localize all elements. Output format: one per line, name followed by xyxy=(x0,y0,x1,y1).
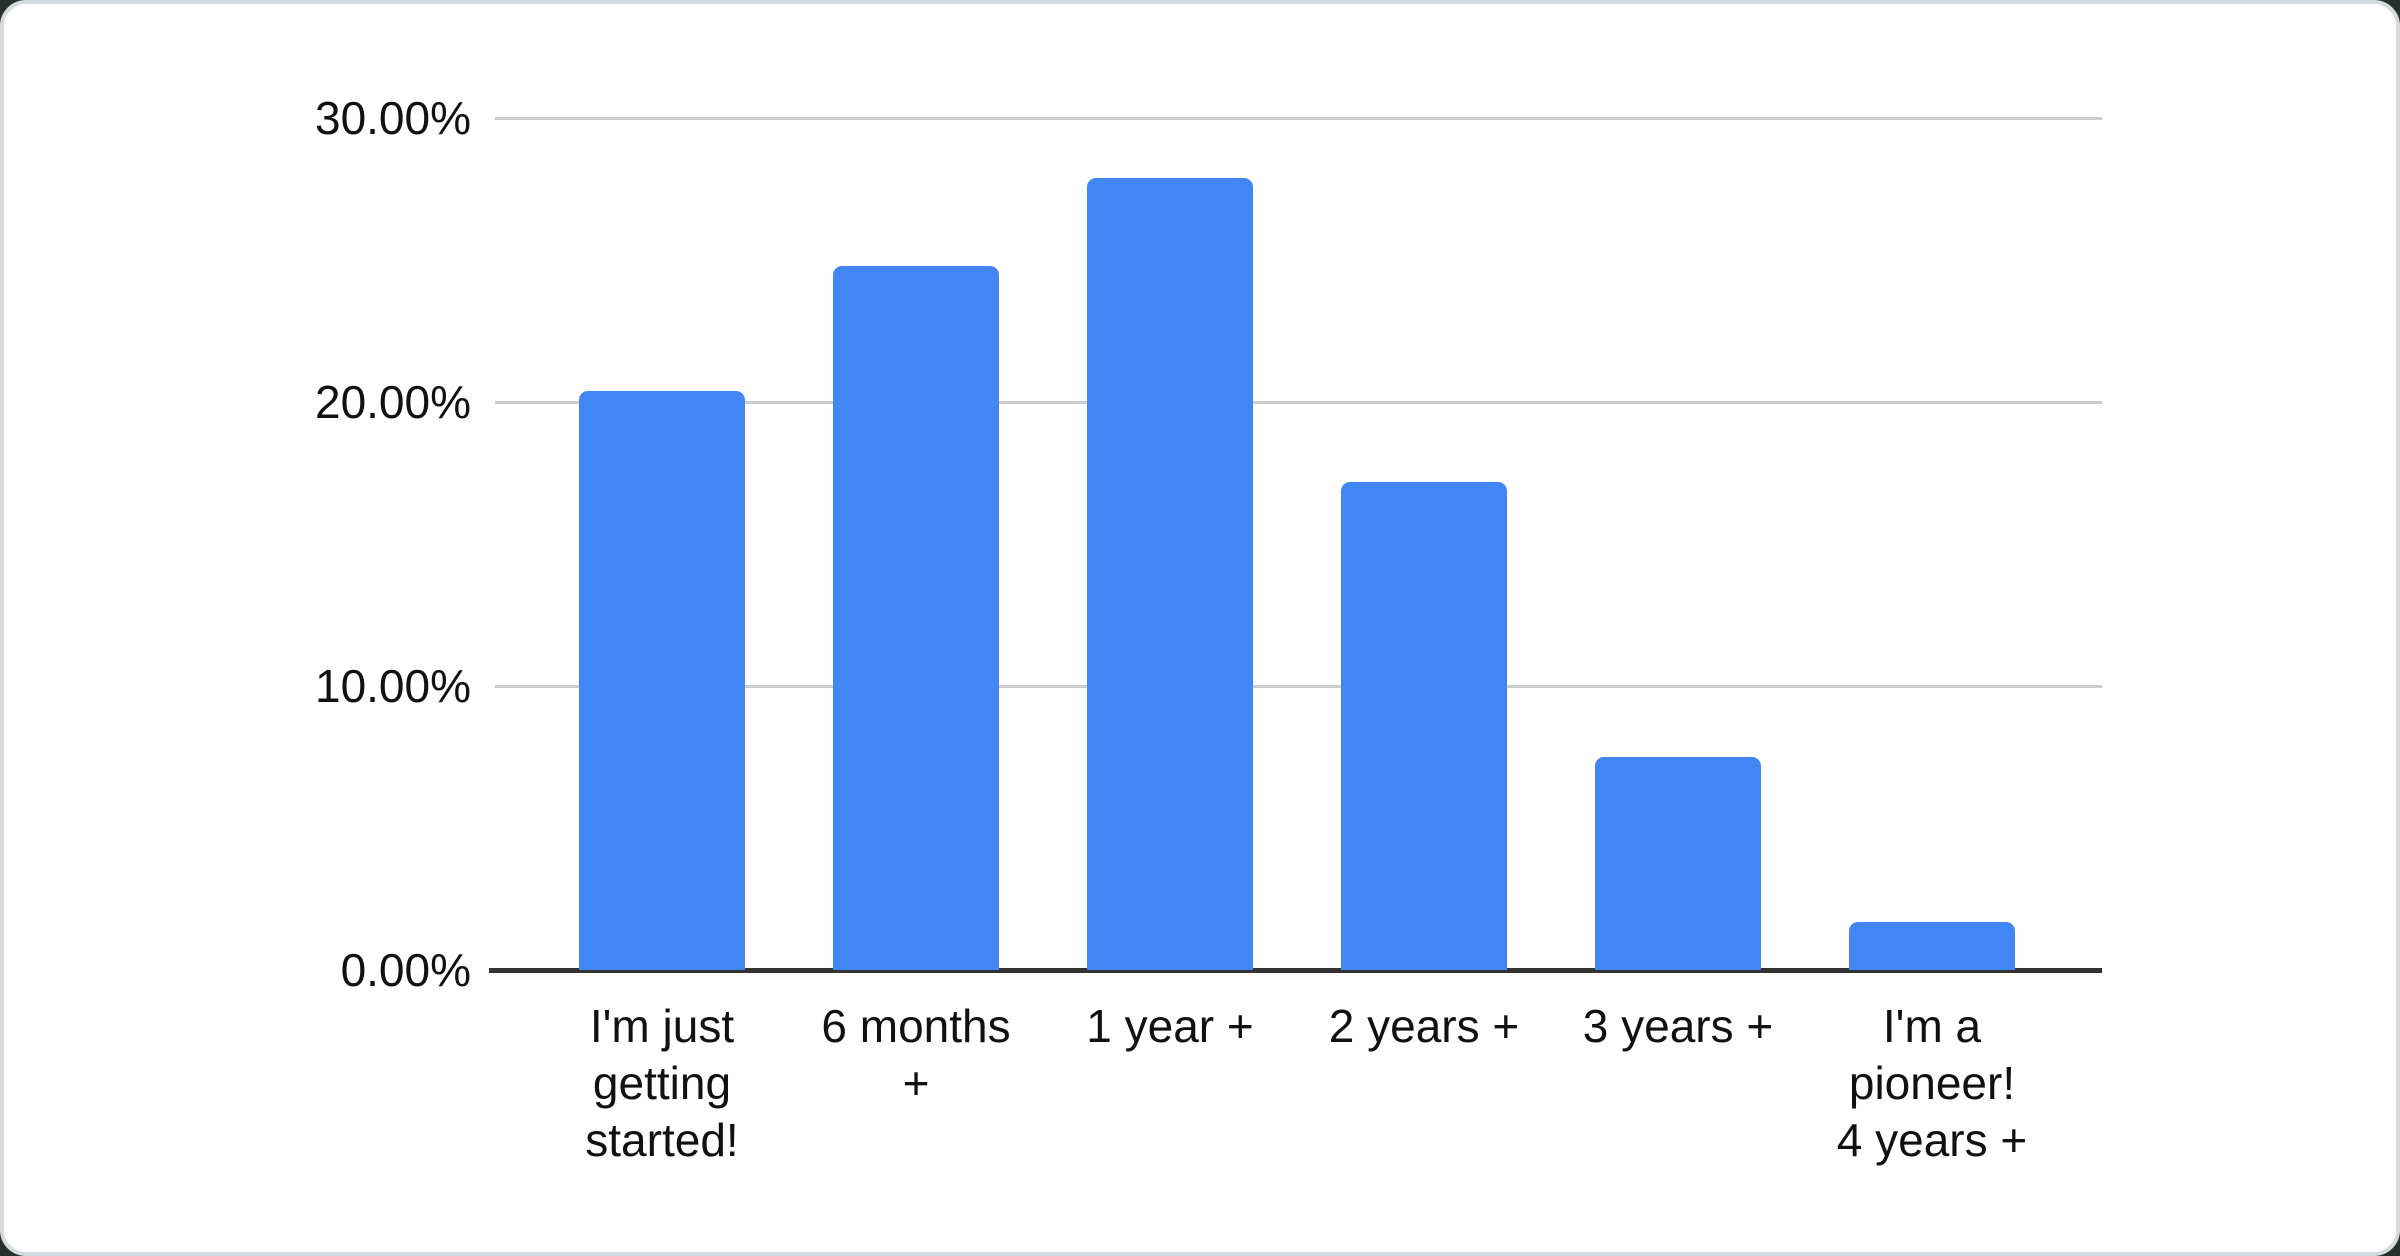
bar-column xyxy=(1805,118,2059,970)
x-tick-label: 2 years + xyxy=(1328,1000,1520,1052)
y-tick-label: 30.00% xyxy=(314,92,471,144)
x-label-cell: I'm a pioneer! 4 years + xyxy=(1805,998,2059,1169)
y-tick-label: 20.00% xyxy=(314,376,471,428)
bar xyxy=(1849,922,2015,970)
x-label-cell: 6 months + xyxy=(789,998,1043,1169)
bar xyxy=(1341,482,1507,970)
bar xyxy=(1087,178,1253,970)
gridline xyxy=(495,685,2102,688)
x-label-cell: 1 year + xyxy=(1043,998,1297,1169)
x-tick-label: 1 year + xyxy=(1086,1000,1254,1052)
bar xyxy=(1595,757,1761,970)
y-tick-label: 0.00% xyxy=(340,944,471,996)
bar-column xyxy=(1043,118,1297,970)
x-label-cell: 2 years + xyxy=(1297,998,1551,1169)
bar-column xyxy=(1297,118,1551,970)
x-tick-label: 6 months + xyxy=(821,1000,1011,1109)
bar xyxy=(579,391,745,970)
x-label-cell: 3 years + xyxy=(1551,998,1805,1169)
x-tick-label: I'm a pioneer! 4 years + xyxy=(1836,1000,2028,1166)
x-tick-label: I'm just getting started! xyxy=(585,1000,739,1166)
gridline xyxy=(495,117,2102,120)
bar xyxy=(833,266,999,970)
bar-column xyxy=(789,118,1043,970)
bar-series xyxy=(535,118,2059,970)
x-axis-labels: I'm just getting started! 6 months + 1 yea… xyxy=(535,998,2059,1169)
bar-column xyxy=(1551,118,1805,970)
x-axis-line xyxy=(489,968,2102,973)
bar-column xyxy=(535,118,789,970)
gridline xyxy=(495,401,2102,404)
y-tick-label: 10.00% xyxy=(314,660,471,712)
x-label-cell: I'm just getting started! xyxy=(535,998,789,1169)
x-tick-label: 3 years + xyxy=(1582,1000,1774,1052)
